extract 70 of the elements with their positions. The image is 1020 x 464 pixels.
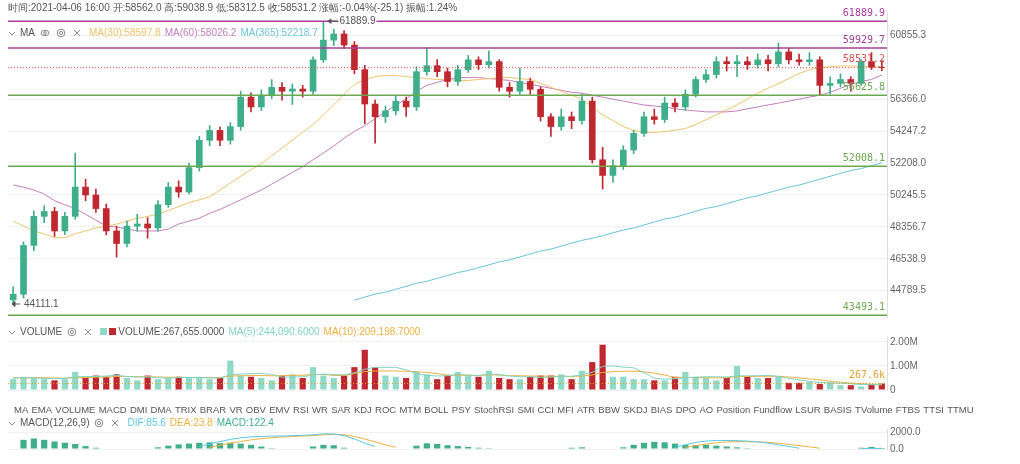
text: KDJ — [353, 404, 372, 415]
legend-title: MA — [20, 27, 35, 38]
text: ATR — [576, 404, 596, 415]
series-label: MACD:122.4 — [216, 417, 274, 428]
text: SMI — [517, 404, 535, 415]
text: Fundflow — [753, 404, 793, 415]
text: MFI — [557, 404, 574, 415]
text: DMI — [129, 404, 148, 415]
y-tick-label: 54247.2 — [890, 124, 927, 136]
ref-line-label: 59929.7 — [842, 33, 885, 45]
text: OBV — [245, 404, 266, 415]
text: BOLL — [424, 404, 449, 415]
y-tick-label: 50245.5 — [890, 188, 927, 200]
text: EMV — [269, 404, 290, 415]
y-tick-label: 48356.7 — [890, 220, 927, 232]
series-label: DEA:23.8 — [169, 417, 213, 428]
text: TTSI — [923, 404, 944, 415]
text: MA(10):209,198.7000 — [323, 326, 421, 337]
y-tick-label: 60855.3 — [890, 28, 927, 40]
legend-label: VOLUME:267,655.0000 — [117, 326, 225, 337]
text: AO — [699, 404, 714, 415]
ref-line-label: 43493.1 — [842, 300, 885, 312]
text: ROC — [375, 404, 397, 415]
text: WR — [312, 404, 328, 415]
text: TVolume — [855, 404, 893, 415]
text: BRAR — [199, 404, 227, 415]
text: VOLUME — [55, 404, 96, 415]
legend-title: VOLUME — [20, 326, 63, 337]
text: VR — [229, 404, 243, 415]
y-tick-label: 0 — [890, 383, 896, 395]
ref-line-label: 267.6k — [848, 369, 885, 381]
text: DPO — [675, 404, 697, 415]
text: TRIX — [174, 404, 197, 415]
ref-line-label: 61889.9 — [842, 6, 885, 18]
text: BASIS — [823, 404, 852, 415]
text: CCI — [537, 404, 554, 415]
text: DMA — [150, 404, 172, 415]
text: SAR — [331, 404, 351, 415]
text: BBW — [598, 404, 620, 415]
y-tick-label: 2.00M — [890, 335, 918, 347]
text: MA(365):52218.7 — [240, 27, 318, 38]
annotation: 44111.1 — [24, 298, 59, 309]
text: Position — [716, 404, 751, 415]
y-tick-label: 44789.5 — [890, 284, 927, 296]
y-tick-label: 56366.0 — [890, 92, 927, 104]
chart-title: 时间:2021-04-06 16:00 开:58562.0 高:59038.9 低:58312.5 收:58531.2 涨幅:-0.04%(-25.1) 振幅:1.24% — [8, 1, 458, 15]
text: EMA — [31, 404, 53, 415]
y-tick-label: 52208.0 — [890, 156, 927, 168]
text: BIAS — [650, 404, 673, 415]
text: FTBS — [895, 404, 921, 415]
text: SKDJ — [623, 404, 648, 415]
text: LSUR — [795, 404, 821, 415]
y-tick-label: 2000.0 — [890, 426, 922, 438]
text: MTM — [399, 404, 422, 415]
text: MA(30):58597.8 — [89, 27, 161, 38]
legend-title: MACD(12,26,9) — [20, 417, 90, 428]
ref-line-label: 52008.1 — [842, 151, 885, 163]
y-tick-label: 0.0 — [890, 442, 905, 454]
y-tick-label: 1.00M — [890, 359, 918, 371]
text: TTMU — [947, 404, 974, 415]
text: MA(60):58026.2 — [164, 27, 237, 38]
text: MA(5):244,090.6000 — [228, 326, 320, 337]
text: RSI — [292, 404, 309, 415]
annotation: 61889.9 — [339, 14, 376, 26]
text: DIF:85.6 — [127, 417, 166, 428]
text: MA — [14, 404, 29, 415]
text: StochRSI — [474, 404, 515, 415]
y-tick-label: 46538.9 — [890, 252, 927, 264]
text: MACD — [98, 404, 127, 415]
text: PSY — [451, 404, 471, 415]
